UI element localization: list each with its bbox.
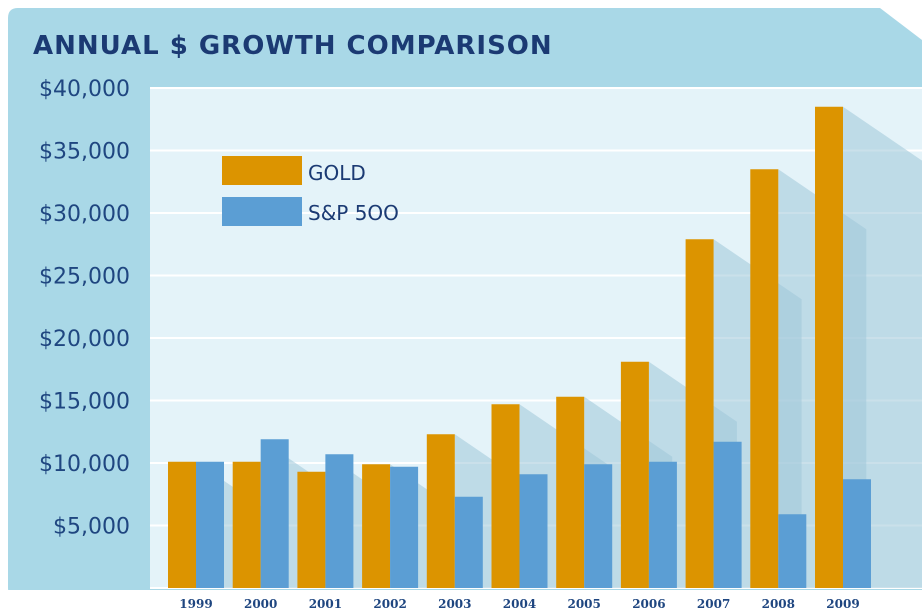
bar-gold xyxy=(685,239,714,588)
bar-sp500 xyxy=(454,496,483,588)
x-tick-label: 2002 xyxy=(373,597,406,611)
x-tick-label: 2003 xyxy=(438,597,471,611)
x-axis-ticks: 1999 2000 2001 2002 2003 2004 2005 2006 2007 2008… xyxy=(179,597,859,611)
x-tick-label: 1999 xyxy=(179,597,212,611)
y-tick-label: $5,000 xyxy=(53,515,130,540)
x-tick-label: 2008 xyxy=(762,597,795,611)
x-axis-band xyxy=(0,590,922,613)
bar-sp500 xyxy=(390,466,419,588)
x-tick-label: 2005 xyxy=(567,597,600,611)
y-axis-ticks: $5,000 $10,000 $15,000 $20,000 $25,000 $30,00… xyxy=(39,77,130,540)
bar-shadow xyxy=(843,106,922,588)
bar-sp500 xyxy=(778,514,807,588)
x-tick-label: 2006 xyxy=(632,597,665,611)
x-tick-label: 2000 xyxy=(244,597,277,611)
legend-label-sp500: S&P 5OO xyxy=(308,201,399,225)
bar-sp500 xyxy=(519,474,548,588)
y-tick-label: $40,000 xyxy=(39,77,130,102)
y-tick-label: $20,000 xyxy=(39,327,130,352)
bar-sp500 xyxy=(260,439,289,588)
bar-gold xyxy=(232,461,261,588)
bar-sp500 xyxy=(713,441,742,588)
bar-sp500 xyxy=(843,479,871,588)
chart-title: ANNUAL $ GROWTH COMPARISON xyxy=(33,31,553,61)
y-tick-label: $25,000 xyxy=(39,265,130,290)
y-tick-label: $35,000 xyxy=(39,140,130,165)
y-tick-label: $15,000 xyxy=(39,390,130,415)
legend-swatch-gold xyxy=(222,156,302,185)
bar-gold xyxy=(362,464,391,588)
legend-swatch-sp500 xyxy=(222,197,302,226)
bar-sp500 xyxy=(584,464,613,588)
bar-gold xyxy=(297,471,326,588)
x-tick-label: 2004 xyxy=(503,597,536,611)
bars xyxy=(168,106,871,588)
bar-sp500 xyxy=(648,461,677,588)
x-tick-label: 2001 xyxy=(309,597,342,611)
bar-gold xyxy=(426,434,455,588)
x-tick-label: 2007 xyxy=(697,597,730,611)
x-tick-label: 2009 xyxy=(826,597,859,611)
bar-gold xyxy=(815,106,843,588)
bar-gold xyxy=(556,396,585,588)
bar-gold xyxy=(168,461,196,588)
bar-gold xyxy=(620,361,649,588)
y-tick-label: $30,000 xyxy=(39,202,130,227)
legend-label-gold: GOLD xyxy=(308,161,366,185)
y-tick-label: $10,000 xyxy=(39,452,130,477)
bar-sp500 xyxy=(325,454,354,588)
bar-sp500 xyxy=(196,461,224,588)
bar-gold xyxy=(750,169,779,588)
bar-gold xyxy=(491,404,520,588)
legend: GOLD S&P 5OO xyxy=(222,156,399,226)
